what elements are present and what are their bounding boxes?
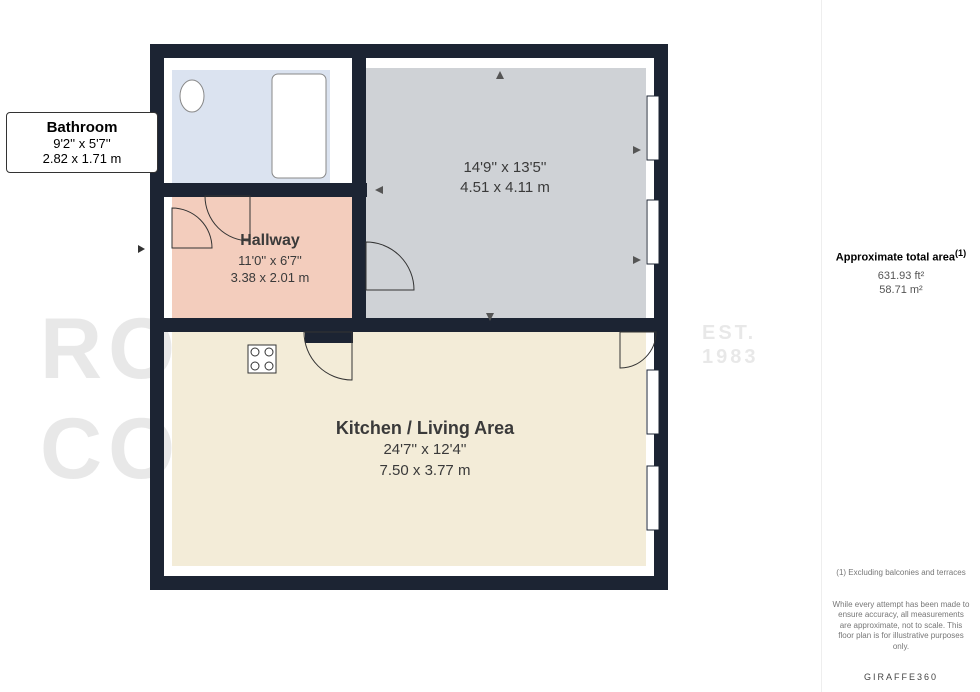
- label-hallway: Hallway 11'0'' x 6'7'' 3.38 x 2.01 m: [200, 230, 340, 287]
- label-bedroom: 14'9'' x 13'5'' 4.51 x 4.11 m: [410, 158, 600, 199]
- label-hallway-met: 3.38 x 2.01 m: [200, 269, 340, 287]
- sidebar-area-title-text: Approximate total area: [836, 252, 955, 264]
- label-kitchen-met: 7.50 x 3.77 m: [300, 461, 550, 481]
- entry-arrow-icon: [138, 245, 145, 253]
- sidebar-disclaimer: While every attempt has been made to ens…: [822, 600, 980, 652]
- callout-bathroom: Bathroom 9'2'' x 5'7'' 2.82 x 1.71 m: [6, 112, 158, 173]
- watermark-est2: 1983: [702, 346, 759, 369]
- sidebar-area-m: 58.71 m²: [822, 284, 980, 296]
- sidebar: Approximate total area(1) 631.93 ft² 58.…: [821, 0, 980, 692]
- label-kitchen-name: Kitchen / Living Area: [300, 416, 550, 440]
- sidebar-brand: GIRAFFE360: [822, 672, 980, 682]
- sidebar-footnote: (1) Excluding balconies and terraces: [822, 568, 980, 578]
- callout-bathroom-name: Bathroom: [17, 119, 147, 136]
- callout-bathroom-met: 2.82 x 1.71 m: [17, 151, 147, 166]
- sidebar-area-title: Approximate total area(1): [822, 248, 980, 264]
- label-bedroom-met: 4.51 x 4.11 m: [410, 178, 600, 198]
- label-hallway-imp: 11'0'' x 6'7'': [200, 252, 340, 270]
- label-hallway-name: Hallway: [200, 230, 340, 252]
- sidebar-area-block: Approximate total area(1) 631.93 ft² 58.…: [822, 248, 980, 296]
- label-bedroom-imp: 14'9'' x 13'5'': [410, 158, 600, 178]
- floorplan-canvas: ROBERT COOPER EST. 1983 Hallway 11'0'' x…: [0, 0, 822, 692]
- room-bathroom: [172, 70, 330, 183]
- sidebar-area-ft: 631.93 ft²: [822, 270, 980, 282]
- watermark-est1: EST.: [702, 322, 756, 345]
- label-kitchen-imp: 24'7'' x 12'4'': [300, 440, 550, 460]
- callout-bathroom-imp: 9'2'' x 5'7'': [17, 136, 147, 151]
- label-kitchen: Kitchen / Living Area 24'7'' x 12'4'' 7.…: [300, 416, 550, 481]
- sidebar-area-title-sup: (1): [955, 248, 966, 258]
